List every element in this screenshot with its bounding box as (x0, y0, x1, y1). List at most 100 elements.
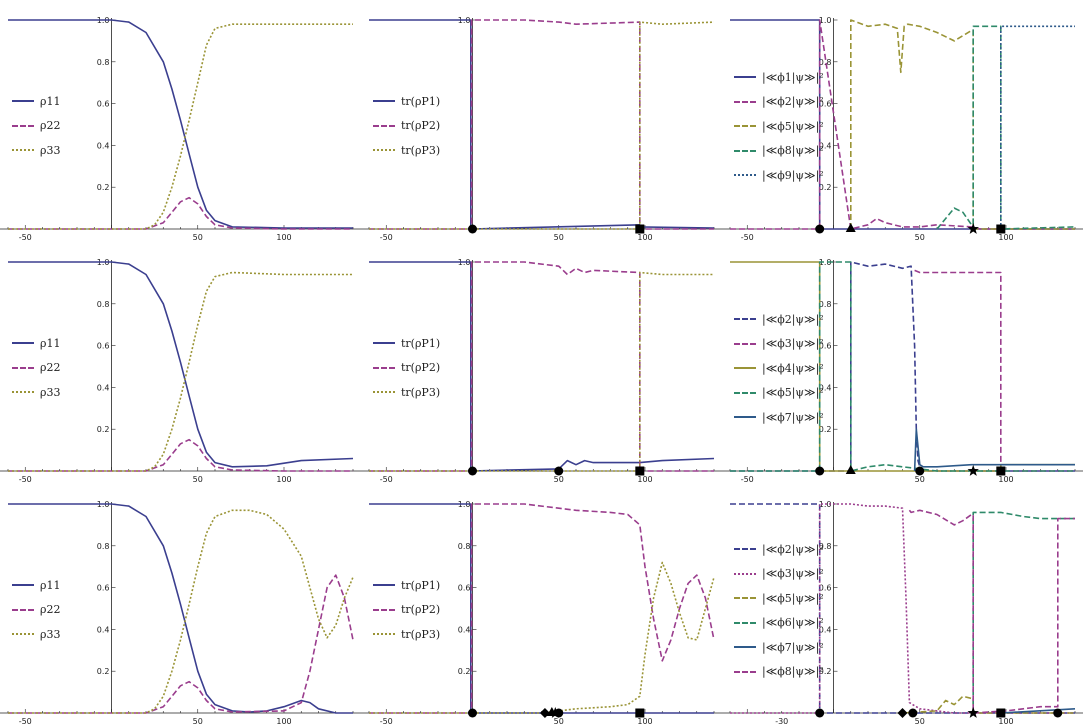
marker-diamond (539, 708, 550, 718)
series-line (914, 269, 1075, 472)
legend-item: |≪ϕ8|ψ≫|² (734, 660, 824, 685)
legend-label: ρ22 (40, 603, 61, 617)
chart-panel-row2-col2: -50 50 100 1.0 tr(ρP1) tr(ρP2) tr(ρP3) (361, 242, 722, 484)
legend-label: ρ11 (40, 94, 61, 108)
legend-label: tr(ρP3) (401, 143, 441, 157)
chart-panel-row1-col1: -50 50 100 0.2 0.4 0.6 0.8 1.0 ρ11 ρ22 ρ33 (0, 0, 361, 242)
marker-circle (915, 466, 925, 476)
legend-label: |≪ϕ5|ψ≫|² (762, 591, 824, 605)
legend: tr(ρP1) tr(ρP2) tr(ρP3) (373, 573, 440, 647)
legend-item: |≪ϕ7|ψ≫|² (734, 635, 824, 660)
legend-swatch (734, 149, 756, 152)
legend-item: ρ11 (12, 331, 60, 356)
legend-label: tr(ρP1) (401, 94, 441, 108)
legend-label: |≪ϕ2|ψ≫|² (762, 312, 824, 326)
marker-square (996, 708, 1006, 718)
x-tick-label: 100 (637, 233, 652, 242)
series-line (8, 271, 353, 472)
x-tick-label: -50 (19, 717, 32, 726)
series-line (730, 503, 1075, 714)
x-tick-label: -50 (19, 475, 32, 484)
y-tick-label: 0.8 (97, 542, 110, 551)
legend: |≪ϕ1|ψ≫|² |≪ϕ2|ψ≫|² |≪ϕ5|ψ≫|² |≪ϕ8|ψ≫|² |≪ϕ9… (734, 65, 824, 188)
chart-panel-row2-col1: -50 50 100 0.2 0.4 0.6 0.8 1.0 ρ11 ρ22 ρ33 (0, 242, 361, 484)
y-tick-label: 0.2 (97, 667, 110, 676)
legend-label: |≪ϕ5|ψ≫|² (762, 386, 824, 400)
x-tick-label: 100 (998, 233, 1013, 242)
series-line (369, 503, 714, 714)
legend-item: ρ22 (12, 598, 60, 623)
legend-label: |≪ϕ2|ψ≫|² (762, 95, 824, 109)
legend: |≪ϕ2|ψ≫|² |≪ϕ3|ψ≫|² |≪ϕ5|ψ≫|² |≪ϕ6|ψ≫|² |≪ϕ7… (734, 537, 824, 684)
series-line (369, 21, 715, 230)
series-line (730, 261, 1075, 472)
legend: ρ11 ρ22 ρ33 (12, 331, 60, 405)
x-tick-label: -50 (741, 233, 754, 242)
legend: |≪ϕ2|ψ≫|² |≪ϕ3|ψ≫|² |≪ϕ4|ψ≫|² |≪ϕ5|ψ≫|² |≪ϕ7… (734, 307, 824, 430)
legend-swatch (12, 391, 34, 394)
legend-label: |≪ϕ8|ψ≫|² (762, 144, 824, 158)
legend-item: ρ11 (12, 89, 60, 114)
chart-panel-row1-col2: -50 50 100 1.0 tr(ρP1) tr(ρP2) tr(ρP3) (361, 0, 722, 242)
legend: ρ11 ρ22 ρ33 (12, 89, 60, 163)
x-tick-label: 50 (915, 233, 925, 242)
marker-circle (554, 708, 564, 718)
legend-swatch (12, 608, 34, 611)
chart-svg: -50 50 100 0.2 0.4 0.6 0.8 1.0 (722, 258, 1083, 484)
y-tick-label: 0.6 (819, 342, 832, 351)
x-tick-label: 100 (998, 475, 1013, 484)
legend-item: ρ22 (12, 114, 60, 139)
legend-item: tr(ρP2) (373, 356, 440, 381)
x-tick-label: -30 (775, 717, 788, 726)
legend-label: tr(ρP3) (401, 627, 441, 641)
y-tick-label: 0.8 (97, 58, 110, 67)
legend-label: ρ33 (40, 627, 61, 641)
legend-swatch (734, 391, 756, 394)
legend-label: |≪ϕ8|ψ≫|² (762, 665, 824, 679)
marker-star (967, 465, 979, 476)
marker-square (635, 224, 645, 234)
y-tick-label: 0.4 (819, 625, 832, 634)
y-tick-label: 0.2 (97, 425, 110, 434)
legend-item: ρ33 (12, 622, 60, 647)
legend-item: |≪ϕ3|ψ≫|² (734, 562, 824, 587)
legend-label: ρ22 (40, 361, 61, 375)
legend-swatch (734, 572, 756, 575)
chart-panel-row3-col2: -50 50 100 0.2 0.4 0.6 0.8 1.0 tr(ρP1) tr(ρP2) tr(… (361, 484, 722, 726)
series-line (369, 561, 715, 714)
legend-label: |≪ϕ2|ψ≫|² (762, 542, 824, 556)
y-tick-label: 0.2 (819, 183, 832, 192)
marker-square (635, 466, 645, 476)
legend-label: |≪ϕ4|ψ≫|² (762, 361, 824, 375)
marker-star (967, 223, 979, 234)
legend-swatch (373, 366, 395, 369)
legend-item: ρ22 (12, 356, 60, 381)
legend-swatch (734, 416, 756, 419)
legend-label: tr(ρP3) (401, 385, 441, 399)
legend-label: ρ11 (40, 578, 61, 592)
chart-panel-row2-col3: -50 50 100 0.2 0.4 0.6 0.8 1.0 |≪ϕ2|ψ≫|² |≪ϕ3|ψ≫|… (722, 242, 1083, 484)
x-tick-label: -50 (380, 717, 393, 726)
marker-triangle (845, 223, 856, 232)
y-tick-label: 0.2 (458, 667, 471, 676)
legend-swatch (734, 100, 756, 103)
legend-item: |≪ϕ8|ψ≫|² (734, 139, 824, 164)
legend: tr(ρP1) tr(ρP2) tr(ρP3) (373, 331, 440, 405)
y-tick-label: 0.8 (97, 300, 110, 309)
x-tick-label: 50 (554, 233, 564, 242)
legend-item: ρ33 (12, 138, 60, 163)
legend-item: |≪ϕ5|ψ≫|² (734, 114, 824, 139)
legend-swatch (373, 608, 395, 611)
legend-item: |≪ϕ3|ψ≫|² (734, 332, 824, 357)
marker-circle (468, 466, 477, 476)
x-tick-label: -50 (380, 475, 393, 484)
legend-item: |≪ϕ5|ψ≫|² (734, 381, 824, 406)
y-tick-label: 0.8 (819, 300, 832, 309)
marker-circle (1053, 708, 1063, 718)
y-tick-label: 0.8 (819, 58, 832, 67)
legend-swatch (373, 342, 395, 345)
x-tick-label: -50 (19, 233, 32, 242)
legend-swatch (12, 633, 34, 636)
